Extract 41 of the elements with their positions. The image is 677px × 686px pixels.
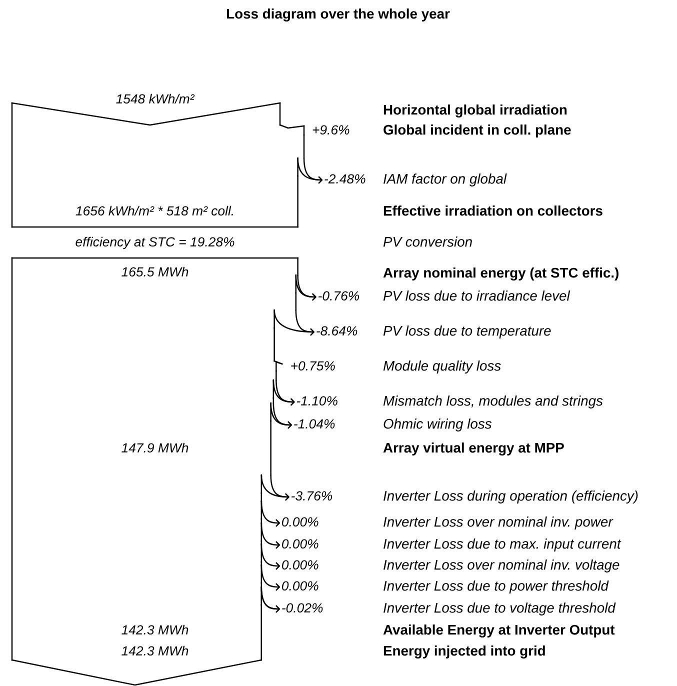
data-label: +9.6% (312, 125, 350, 135)
data-label: -3.76% (292, 491, 332, 501)
category-label: Ohmic wiring loss (384, 418, 492, 432)
text: 142.3 MWh (122, 646, 188, 656)
category-label: Inverter Loss over nominal inv. voltage (384, 560, 620, 572)
category-label: Inverter Loss over nominal inv. power (384, 516, 614, 530)
category-label: Effective irradiation on collectors (384, 206, 602, 216)
data-label: -0.76% (318, 291, 360, 301)
category-label: Inverter Loss due to voltage threshold (384, 602, 616, 616)
category-label: Energy injected into grid (384, 645, 545, 659)
data-label: -1.10% (296, 396, 338, 406)
category-label: PV loss due to temperature (383, 326, 551, 338)
data-label: +0.75% (291, 361, 335, 371)
category-label: Global incident in coll. plane (384, 124, 571, 138)
text: Loss diagram over the whole year (227, 8, 450, 22)
text: 142.3 MWh (122, 624, 188, 635)
data-label: -0.02% (282, 603, 323, 613)
data-label: -1.04% (294, 419, 335, 429)
category-label: PV conversion (383, 236, 472, 247)
data-label: 0.00% (282, 539, 318, 549)
category-label: Available Energy at Inverter Output (383, 624, 615, 638)
category-label: IAM factor on global (384, 174, 507, 186)
category-label: Inverter Loss due to max. input current (384, 538, 622, 552)
category-label: Module quality loss (383, 360, 501, 374)
text: 1548 kWh/m² (116, 94, 195, 104)
text: 165.5 MWh (122, 266, 188, 277)
data-label: 0.00% (282, 517, 318, 527)
data-label: -2.48% (324, 174, 366, 184)
category-label: Array nominal energy (at STC effic.) (383, 267, 618, 281)
category-label: Inverter Loss during operation (efficiency) (384, 490, 638, 504)
data-label: -8.64% (316, 326, 358, 336)
data-label: 0.00% (282, 560, 318, 570)
category-label: Inverter Loss due to power threshold (384, 580, 609, 594)
text: 1656 kWh/m² * 518 m² coll. (76, 206, 233, 216)
category-label: Array virtual energy at MPP (383, 442, 564, 456)
category-label: Horizontal global irradiation (384, 104, 567, 118)
category-label: Mismatch loss, modules and strings (383, 396, 603, 408)
category-label: PV loss due to irradiance level (383, 290, 570, 301)
data-label: 0.00% (282, 581, 318, 591)
text: 147.9 MWh (122, 442, 188, 453)
text: efficiency at STC = 19.28% (76, 236, 234, 250)
